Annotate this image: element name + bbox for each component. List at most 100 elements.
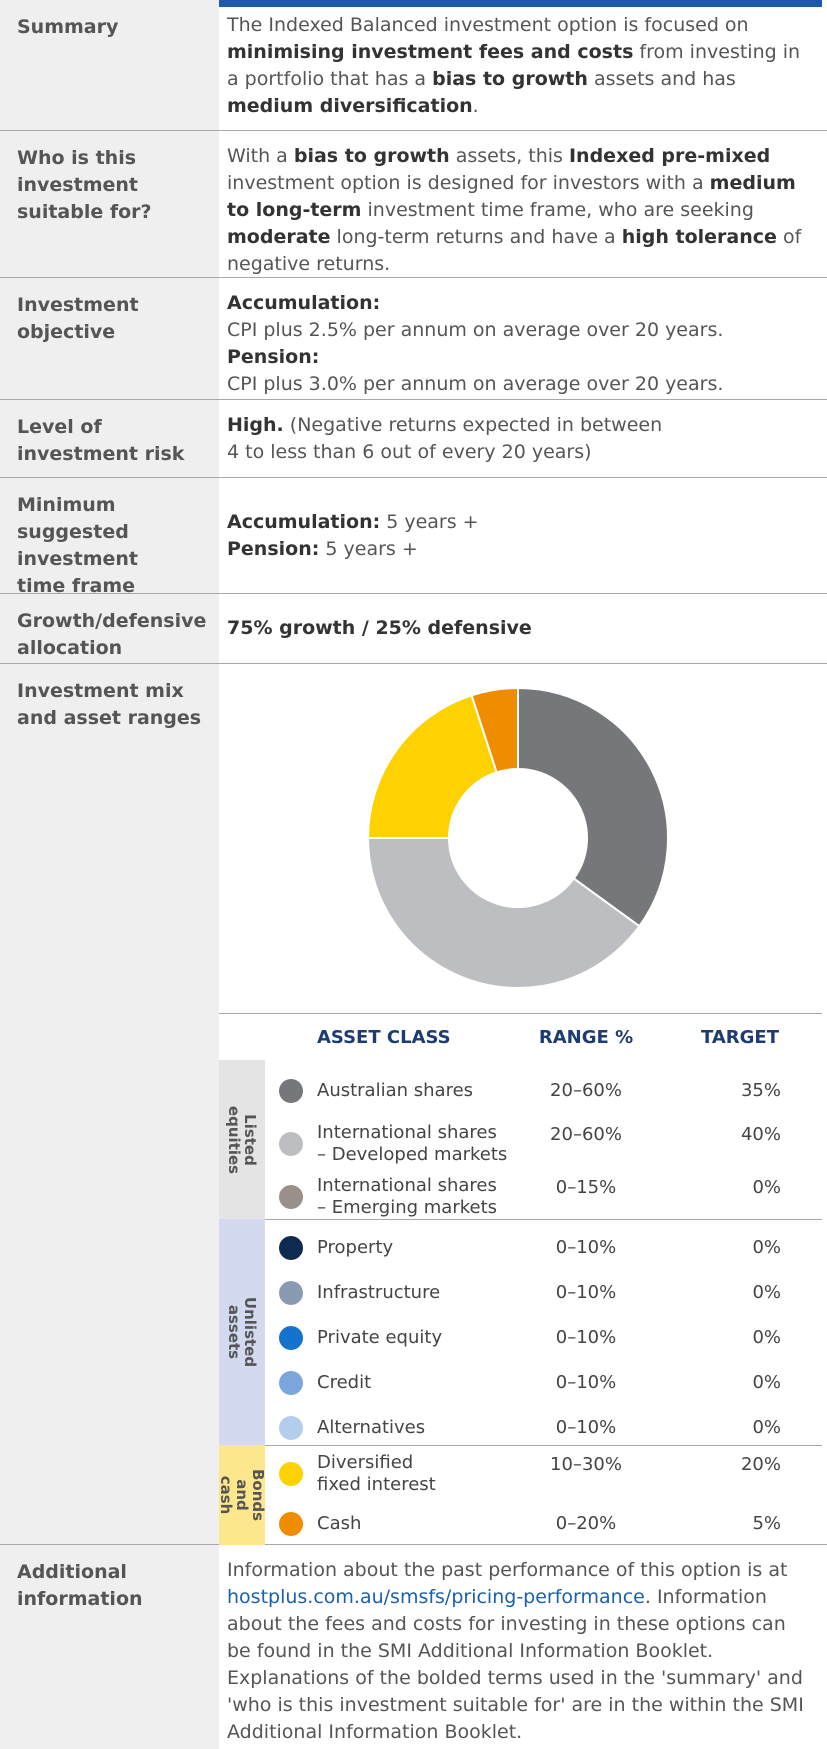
legend-dot [279,1512,303,1536]
asset-target: 0% [752,1176,781,1198]
text-span: 5 years + [319,537,418,560]
paragraph: CPI plus 2.5% per annum on average over … [227,317,814,344]
text-span: investment time frame, who are seeking [361,199,754,221]
legend-dot [279,1371,303,1396]
group-label: Unlisted assets [225,1296,259,1368]
asset-target: 40% [740,1123,781,1145]
column-header: ASSET CLASS [317,1027,451,1048]
asset-range: 0–10% [555,1236,617,1258]
table-row: Minimum suggested investment time frame A… [0,478,827,597]
text-span: long-term returns and have a [330,226,622,248]
paragraph: 75% growth / 25% defensive [227,615,814,642]
table-row: Growth/defensive allocation 75% growth / … [0,594,827,664]
asset-target: 0% [752,1327,781,1348]
text-span: assets and has [587,68,736,90]
asset-name: Diversified fixed interest [317,1452,436,1495]
paragraph: High. (Negative returns expected in betw… [227,412,814,439]
row-label: Minimum suggested investment time frame [0,478,219,597]
asset-target: 0% [752,1281,781,1303]
paragraph: Information about the past performance o… [227,1557,814,1746]
legend-dot [279,1416,303,1441]
legend-dot [279,1078,303,1103]
asset-target: 0% [752,1236,781,1258]
top-bar [219,0,822,7]
group-band: Bonds and cash [217,1445,267,1545]
asset-range: 20–60% [550,1079,622,1101]
text-span: CPI plus 2.5% per annum on average over … [227,319,724,341]
asset-name: Credit [317,1372,372,1394]
asset-name: Cash [317,1513,362,1534]
group-divider [265,1445,822,1446]
row-content [219,664,822,1544]
row-content: High. (Negative returns expected in betw… [219,400,822,477]
row-content: Information about the past performance o… [219,1545,822,1749]
row-label: Investment mix and asset ranges [0,664,219,1544]
text-span: high tolerance [621,226,777,248]
asset-name: Private equity [317,1327,443,1348]
text-span: High. [227,414,284,436]
text-span: minimising investment fees and costs [227,41,634,63]
asset-target: 0% [752,1417,781,1439]
paragraph: Pension: 5 years + [227,536,814,563]
legend-dot [279,1326,303,1350]
asset-name: International shares – Developed markets [317,1121,508,1165]
asset-target: 35% [740,1079,781,1101]
paragraph: Pension: [227,344,814,371]
column-header: RANGE % [538,1027,634,1048]
asset-name: Property [317,1236,394,1258]
paragraph: With a bias to growth assets, this Index… [227,143,814,278]
text-span: Indexed pre-mixed [568,145,771,167]
group-label: Bonds and cash [217,1468,267,1522]
table-row: Summary The Indexed Balanced investment o… [0,0,827,131]
paragraph: Accumulation: 5 years + [227,509,814,536]
text-span: . [472,95,479,117]
text-span: Information about the past performance o… [227,1559,788,1581]
asset-name: International shares – Emerging markets [317,1174,498,1218]
group-divider [265,1219,822,1220]
legend-dot [279,1462,303,1486]
asset-target: 20% [740,1454,781,1475]
text-span: CPI plus 3.0% per annum on average over … [227,373,724,395]
asset-range: 0–10% [555,1372,617,1394]
table-row: Who is this investment suitable for? With… [0,131,827,278]
row-label: Summary [0,0,219,130]
table-divider [219,1013,822,1014]
row-content: The Indexed Balanced investment option i… [219,0,822,130]
text-span: Pension: [227,346,320,368]
link: hostplus.com.au/smsfs/pricing-performanc… [227,1586,645,1608]
column-header: TARGET [700,1027,780,1048]
text-span: . Information about the fees and costs f… [227,1586,804,1743]
text-span: moderate [227,226,331,248]
legend-dot [279,1184,303,1209]
asset-name: Infrastructure [317,1281,441,1303]
text-span: Pension: [227,537,320,560]
paragraph: CPI plus 3.0% per annum on average over … [227,371,814,398]
row-label: Investment objective [0,278,219,399]
text-span: Accumulation: [227,292,381,314]
legend-dot [279,1131,303,1156]
legend-dot [279,1280,303,1305]
row-content: Accumulation: 5 years + Pension: 5 years … [219,478,822,593]
group-band: Unlisted assets [219,1219,265,1445]
text-span: The Indexed Balanced investment option i… [227,14,749,36]
row-label: Growth/defensive allocation [0,594,219,663]
legend-dot [279,1235,303,1260]
asset-range: 0–10% [555,1281,617,1303]
group-band: Listed equities [219,1060,265,1219]
row-label: Who is this investment suitable for? [0,131,219,277]
text-span: of negative returns. [227,226,802,275]
row-content: 75% growth / 25% defensive [219,594,822,663]
text-span: assets, this [449,145,569,167]
table-row: Additional information Information about … [0,1545,827,1749]
text-span: 4 to less than 6 out of every 20 years) [227,441,592,463]
text-span: medium diversification [227,95,473,117]
text-span: from investing in a portfolio that has a [227,41,801,90]
row-label: Additional information [0,1545,219,1749]
text-span: Accumulation: [227,510,381,533]
asset-target: 5% [752,1513,781,1534]
table-row: Level of investment risk High. (Negative … [0,400,827,478]
paragraph: Accumulation: [227,290,814,317]
paragraph: 4 to less than 6 out of every 20 years) [227,439,814,466]
group-label: Listed equities [225,1105,259,1174]
